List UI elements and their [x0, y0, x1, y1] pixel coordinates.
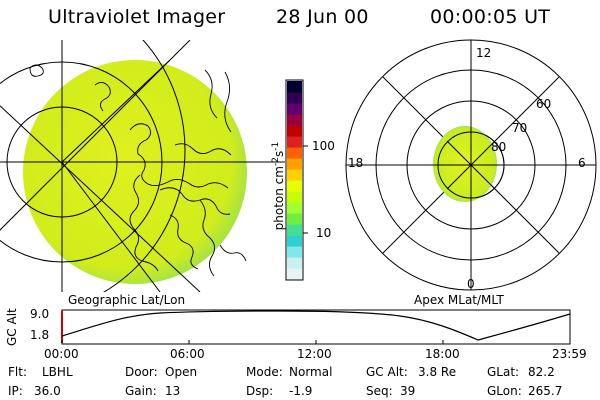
geo-lon-line: [61, 59, 171, 163]
altitude-xtick: 12:00: [297, 347, 332, 361]
glat-key: GLat:: [487, 365, 520, 379]
gain-key: Gain:: [125, 384, 157, 398]
dsp-value: -1.9: [289, 384, 313, 398]
altitude-xtick: 06:00: [170, 347, 205, 361]
auroral-oval-image: [433, 126, 497, 202]
colorbar-segment: [287, 257, 302, 269]
colorbar-segment: [287, 235, 302, 247]
colorbar-segment: [287, 224, 302, 236]
colorbar-segment: [287, 213, 302, 225]
altitude-xtick: 23:59: [552, 347, 587, 361]
time-label: 00:00:05 UT: [430, 6, 551, 28]
coastline-path: [94, 82, 111, 112]
colorbar-segment: [287, 92, 302, 104]
door-key: Door:: [125, 365, 158, 379]
colorbar-segment: [287, 158, 302, 170]
colorbar-segment: [287, 180, 302, 192]
seq-value: 39: [400, 384, 416, 398]
polar-grid-overlay: [430, 125, 505, 205]
mlat-80-label: 80: [491, 140, 507, 154]
colorbar-segment: [287, 246, 302, 258]
colorbar-segment: [287, 81, 302, 93]
mode-value: Normal: [289, 365, 333, 379]
ip-value: 36.0: [34, 384, 61, 398]
coastline-path: [199, 199, 215, 277]
geo-lon-line: [0, 40, 191, 231]
mlt-18-label: 18: [348, 156, 364, 170]
mlt-0-label: 0: [467, 277, 475, 291]
coastline-path: [224, 71, 232, 133]
gcalt-key: GC Alt:: [366, 365, 408, 379]
colorbar-segment: [287, 136, 302, 148]
coastline-path: [169, 214, 199, 270]
mlat-70-label: 70: [512, 121, 528, 135]
altitude-plot: [61, 309, 571, 345]
colorbar-segment: [287, 169, 302, 181]
geo-lon-line: [0, 105, 201, 292]
seq-key: Seq:: [366, 384, 393, 398]
filter-value: LBHL: [42, 365, 73, 379]
glat-value: 82.2: [528, 365, 555, 379]
colorbar-segment: [287, 268, 302, 280]
glon-value: 265.7: [528, 384, 563, 398]
dsp-key: Dsp:: [246, 384, 274, 398]
polar-panel-label: Apex MLat/MLT: [414, 293, 504, 307]
colorbar-label-100: 100: [312, 139, 335, 153]
colorbar-segment: [287, 103, 302, 115]
polar-panel: [345, 39, 597, 291]
gain-value: 13: [165, 384, 181, 398]
geo-panel-label: Geographic Lat/Lon: [68, 293, 186, 307]
geo-grid: [0, 40, 285, 292]
colorbar-frame: [285, 79, 304, 281]
altitude-xtick: 00:00: [44, 347, 79, 361]
mlt-12-label: 12: [476, 46, 492, 60]
altitude-ymax: 9.0: [30, 307, 50, 321]
colorbar-segment: [287, 147, 302, 159]
colorbar-segment: [287, 125, 302, 137]
gcalt-value: 3.8 Re: [418, 365, 457, 379]
geo-lon-line: [61, 161, 161, 292]
mlat-60-label: 60: [536, 97, 552, 111]
geo-image-panel: [0, 40, 285, 292]
colorbar-unit-label: photon cm-2s-1: [271, 141, 286, 231]
altitude-curve: [61, 310, 571, 341]
glon-key: GLon:: [487, 384, 522, 398]
coastline-path: [129, 174, 159, 272]
colorbar-label-10: 10: [316, 226, 332, 240]
date-label: 28 Jun 00: [276, 6, 369, 28]
coastline-path: [129, 123, 229, 189]
altitude-ymin: 1.8: [30, 328, 50, 342]
ip-key: IP:: [8, 384, 23, 398]
colorbar-segment: [287, 114, 302, 126]
colorbar: [285, 79, 308, 281]
geo-lat-circle: [102, 40, 186, 292]
altitude-xtick: 18:00: [425, 347, 460, 361]
colorbar-segment: [287, 202, 302, 214]
altitude-ylabel: GC Alt: [5, 308, 19, 346]
altitude-x-ticks: [61, 340, 571, 344]
coastline-path: [219, 244, 247, 262]
coastline-path: [174, 143, 232, 156]
earth-disk: [23, 60, 247, 284]
coastlines: [29, 64, 247, 277]
coastline-path: [204, 69, 218, 119]
door-value: Open: [165, 365, 198, 379]
coastline-path: [29, 64, 44, 77]
mlt-6-label: 6: [578, 156, 586, 170]
mode-key: Mode:: [246, 365, 283, 379]
filter-key: Flt:: [8, 365, 27, 379]
colorbar-segment: [287, 191, 302, 203]
instrument-title: Ultraviolet Imager: [48, 6, 226, 28]
